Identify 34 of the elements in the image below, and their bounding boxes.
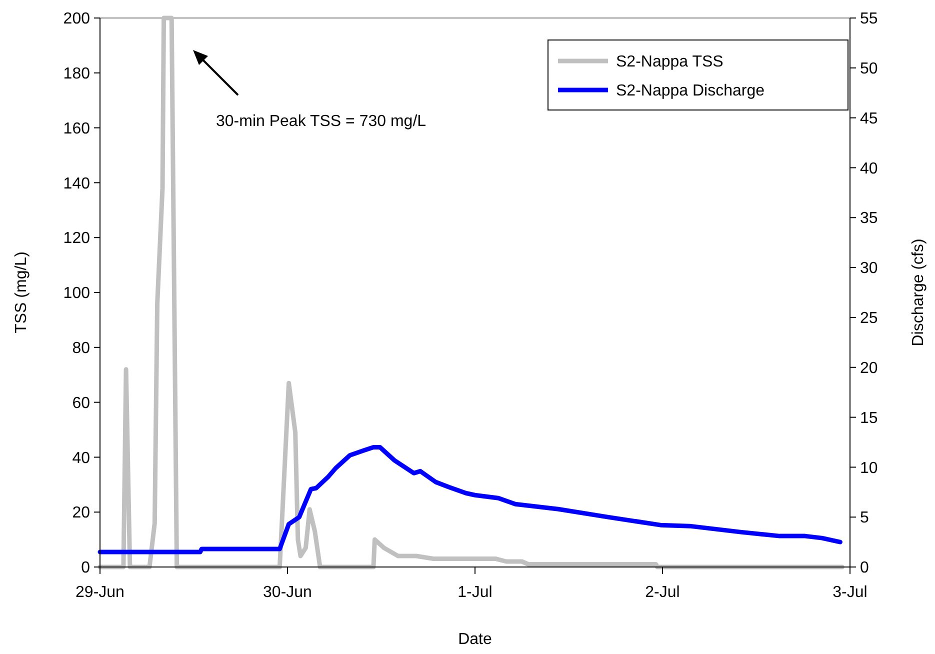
- y2-tick-label: 5: [860, 510, 869, 527]
- y2-tick-label: 20: [860, 360, 878, 377]
- y2-tick-label: 25: [860, 310, 878, 328]
- y-tick-label: 40: [72, 450, 90, 467]
- y2-tick-label: 15: [860, 410, 878, 427]
- x-tick-label: 3-Jul: [832, 584, 868, 601]
- y2-tick-label: 40: [860, 160, 878, 178]
- y-tick-label: 180: [63, 66, 90, 82]
- y-tick-label: 120: [63, 230, 90, 248]
- x-tick-label: 2-Jul: [645, 584, 680, 601]
- y2-tick-label: 0: [860, 560, 869, 577]
- x-tick-label: 30-Jun: [263, 584, 312, 601]
- y2-tick-label: 45: [860, 110, 878, 128]
- y2-tick-label: 55: [860, 10, 878, 28]
- legend-label: S2-Nappa TSS: [616, 54, 724, 71]
- y2-tick-label: 35: [860, 210, 878, 228]
- y-tick-label: 60: [72, 394, 90, 412]
- y-tick-label: 160: [63, 120, 90, 138]
- annotation: 30-min Peak TSS = 730 mg/L: [216, 113, 426, 130]
- y2-tick-label: 30: [860, 260, 878, 278]
- legend-label: S2-Nappa Discharge: [616, 82, 765, 100]
- y-tick-label: 200: [63, 10, 90, 28]
- x-axis-title: Date: [458, 631, 492, 648]
- y2-tick-label: 10: [860, 460, 878, 477]
- y2-tick-label: 50: [860, 60, 878, 78]
- y-tick-label: 0: [81, 560, 90, 577]
- y-tick-label: 20: [72, 504, 90, 522]
- y-tick-label: 80: [72, 340, 90, 357]
- y-axis-title: TSS (mg/L): [13, 252, 30, 334]
- x-tick-label: 1-Jul: [458, 584, 492, 601]
- y-tick-label: 100: [63, 285, 90, 302]
- x-tick-label: 29-Jun: [76, 584, 124, 601]
- y2-axis-title: Discharge (cfs): [910, 238, 927, 346]
- y-tick-label: 140: [63, 175, 90, 192]
